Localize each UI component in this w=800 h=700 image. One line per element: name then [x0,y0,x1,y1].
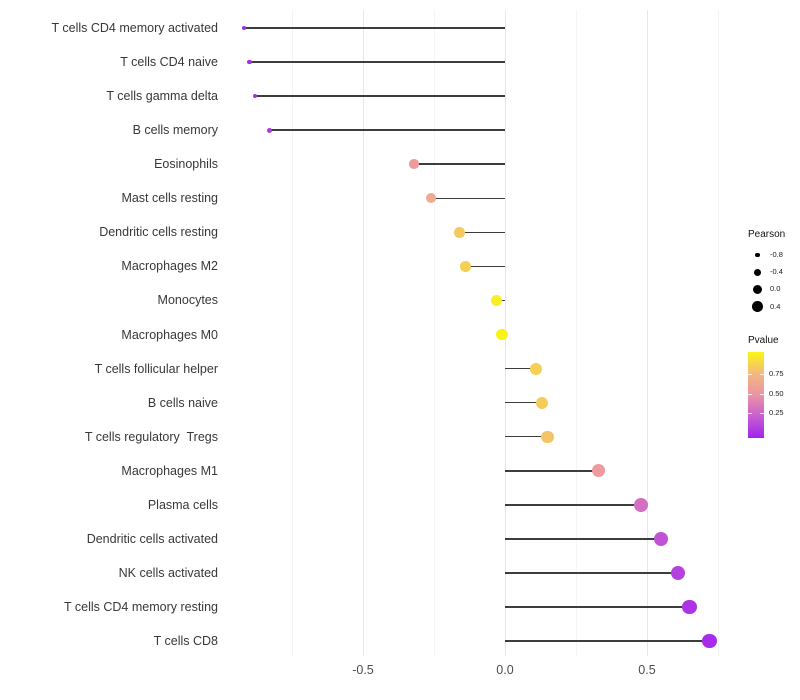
y-axis-label: Macrophages M2 [121,259,218,274]
y-axis-label: Dendritic cells activated [86,531,218,546]
lollipop-dot [496,328,508,341]
lollipop-stem [465,265,505,268]
y-axis-label: T cells follicular helper [94,361,218,376]
lollipop-stem [505,606,690,608]
legend-size-dot [753,268,762,276]
y-axis-label: B cells naive [147,395,218,410]
y-axis-label: NK cells activated [118,565,218,580]
legend-size-label: 0.4 [770,301,781,311]
gridline-minor [717,10,719,656]
lollipop-stem [505,640,710,642]
lollipop-dot [266,127,272,133]
x-axis-tick-label: 0.5 [638,663,656,677]
lollipop-stem [505,401,542,404]
legend-size-dot [752,284,763,294]
x-axis-tick-label: 0.0 [496,663,514,677]
legend-pearson-title: Pearson [748,229,786,240]
lollipop-stem [255,95,505,97]
y-axis-label: Macrophages M0 [121,327,218,342]
legend-pvalue-title: Pvalue [748,335,779,346]
lollipop-dot [702,633,717,649]
colorbar-label: 0.75 [769,369,784,378]
y-axis-label: B cells memory [132,123,218,138]
lollipop-dot [654,531,669,546]
y-axis-label: Plasma cells [147,497,218,512]
colorbar-tick [760,393,764,395]
gridline-major [646,10,648,656]
lollipop-stem [269,129,505,131]
lollipop-dot [634,497,649,512]
lollipop-dot [409,159,419,169]
gridline-minor [291,10,293,656]
lollipop-dot [682,599,697,615]
lollipop-dot [671,565,686,581]
y-axis-label: T cells gamma delta [106,89,218,104]
colorbar-tick [760,413,764,414]
lollipop-stem [505,572,679,574]
y-axis-label: Eosinophils [154,157,218,172]
lollipop-stem [431,197,505,200]
lollipop-dot [530,362,543,375]
colorbar-tick [748,413,752,414]
x-axis-tick-label: -0.5 [352,663,374,677]
y-axis-label: Mast cells resting [121,191,218,206]
lollipop-stem [459,231,505,234]
y-axis-label: Macrophages M1 [121,463,218,478]
lollipop-dot [541,430,554,443]
lollipop-dot [459,261,471,272]
lollipop-dot [490,294,503,307]
lollipop-dot [454,227,465,238]
y-axis-label: T cells CD4 memory activated [51,21,219,35]
lollipop-stem [505,435,548,438]
legend-size-dot [752,301,763,312]
lollipop-stem [249,61,505,63]
colorbar-label: 0.50 [769,388,784,398]
lollipop-stem [243,27,505,29]
legend-size-label: -0.8 [770,250,783,259]
colorbar-tick [760,374,764,375]
legend-size-label: -0.4 [770,267,783,277]
y-axis-label: T cells CD4 memory resting [64,600,218,615]
lollipop-stem [414,163,505,165]
lollipop-stem [505,470,599,472]
colorbar-tick [748,374,752,375]
gridline-minor [433,10,435,656]
lollipop-stem [505,367,537,370]
colorbar-label: 0.25 [769,408,784,417]
lollipop-dot [241,25,246,31]
gridline-minor [575,10,577,656]
y-axis-label: T cells CD8 [153,634,218,649]
y-axis-label: Monocytes [157,293,218,308]
lollipop-stem [505,538,662,540]
gridline-major [362,10,364,656]
colorbar-tick [748,393,752,395]
legend-size-dot [755,252,760,258]
legend-size-label: 0.0 [770,284,781,294]
lollipop-dot [252,93,258,99]
y-axis-label: T cells regulatory Tregs [84,429,218,444]
lollipop-stem [505,504,642,506]
lollipop-dot [535,396,548,409]
lollipop-dot [426,193,437,204]
y-axis-label: Dendritic cells resting [99,225,218,240]
y-axis-label: T cells CD4 naive [120,55,218,70]
lollipop-dot [592,464,606,478]
lollipop-dot [247,59,252,65]
pvalue-colorbar [748,352,764,438]
